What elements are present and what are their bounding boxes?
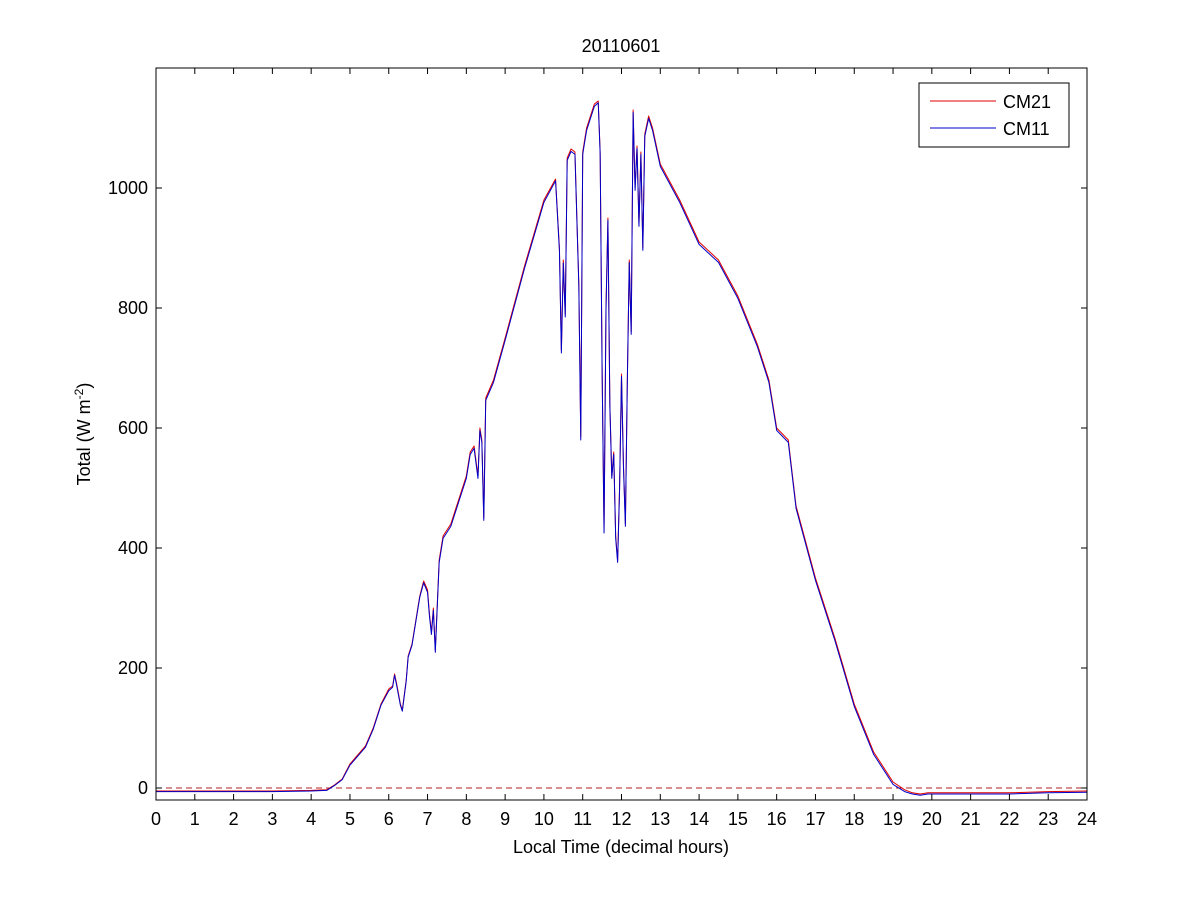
- x-tick-label: 22: [999, 809, 1019, 829]
- x-tick-label: 12: [611, 809, 631, 829]
- x-tick-label: 13: [650, 809, 670, 829]
- x-tick-label: 19: [883, 809, 903, 829]
- legend-box: [918, 82, 1070, 148]
- x-tick-label: 23: [1038, 809, 1058, 829]
- x-tick-label: 15: [728, 809, 748, 829]
- legend-label-cm21: CM21: [1003, 92, 1051, 112]
- x-tick-label: 0: [151, 809, 161, 829]
- y-tick-label: 800: [118, 298, 148, 318]
- series-group: [156, 100, 1088, 796]
- y-axis-label: Total (W m-2): [72, 383, 94, 486]
- x-tick-label: 20: [922, 809, 942, 829]
- y-tick-label: 0: [138, 778, 148, 798]
- x-tick-label: 3: [267, 809, 277, 829]
- plot-area: [156, 100, 1088, 796]
- x-tick-label: 4: [306, 809, 316, 829]
- x-tick-label: 7: [423, 809, 433, 829]
- series-line-cm11: [156, 102, 1088, 796]
- x-tick-label: 9: [500, 809, 510, 829]
- x-tick-label: 16: [767, 809, 787, 829]
- y-tick-label: 400: [118, 538, 148, 558]
- x-tick-label: 14: [689, 809, 709, 829]
- y-tick-label: 600: [118, 418, 148, 438]
- y-axis-label-superscript: -2: [72, 388, 86, 399]
- x-tick-label: 2: [229, 809, 239, 829]
- x-tick-label: 18: [844, 809, 864, 829]
- legend-label-cm11: CM11: [1003, 119, 1050, 139]
- x-tick-label: 1: [190, 809, 200, 829]
- x-tick-label: 10: [534, 809, 554, 829]
- x-tick-label: 8: [461, 809, 471, 829]
- x-tick-label: 24: [1077, 809, 1097, 829]
- chart-title: 20110601: [582, 36, 661, 56]
- y-tick-label: 200: [118, 658, 148, 678]
- y-axis: 0 200 400 600 800 1000: [108, 178, 1087, 798]
- x-axis: 0 1 2 3 4 5 6 7 8 9 10 11 12 13 14 15 16 17 18 19 20 21 22 23 24: [151, 68, 1097, 829]
- x-tick-label: 17: [805, 809, 825, 829]
- y-axis-label-close: ): [74, 383, 94, 389]
- x-axis-label: Local Time (decimal hours): [513, 837, 729, 857]
- legend: CM21 CM11: [918, 82, 1070, 148]
- x-tick-label: 11: [573, 809, 592, 829]
- x-tick-label: 21: [961, 809, 981, 829]
- x-tick-label: 5: [345, 809, 355, 829]
- x-tick-label: 6: [384, 809, 394, 829]
- y-tick-label: 1000: [108, 178, 148, 198]
- y-axis-label-main: Total (W m: [74, 399, 94, 485]
